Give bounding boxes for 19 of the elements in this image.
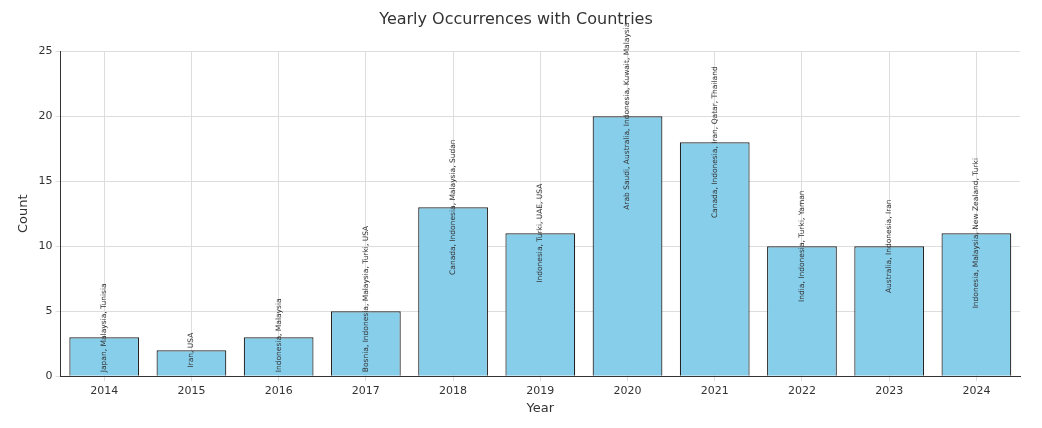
x-tick-label: 2020 <box>613 383 642 397</box>
x-tick-label: 2016 <box>264 383 293 397</box>
y-tick-label: 25 <box>38 44 53 58</box>
y-axis-title: Count <box>15 194 31 233</box>
y-tick-label: 15 <box>38 174 53 188</box>
x-tick-label: 2018 <box>439 383 468 397</box>
y-tick-label: 20 <box>38 109 53 123</box>
x-tick-label: 2022 <box>787 383 816 397</box>
y-tick-label: 10 <box>38 239 53 253</box>
x-tick-label: 2017 <box>351 383 380 397</box>
x-tick-label: 2014 <box>90 383 119 397</box>
x-tick-label: 2015 <box>177 383 206 397</box>
x-tick-label: 2019 <box>526 383 555 397</box>
x-tick-label: 2024 <box>962 383 991 397</box>
y-tick-label: 0 <box>45 369 53 383</box>
x-tick-label: 2021 <box>700 383 729 397</box>
x-tick-label: 2023 <box>875 383 904 397</box>
x-axis-title: Year <box>525 399 555 415</box>
y-tick-label: 5 <box>45 304 53 318</box>
